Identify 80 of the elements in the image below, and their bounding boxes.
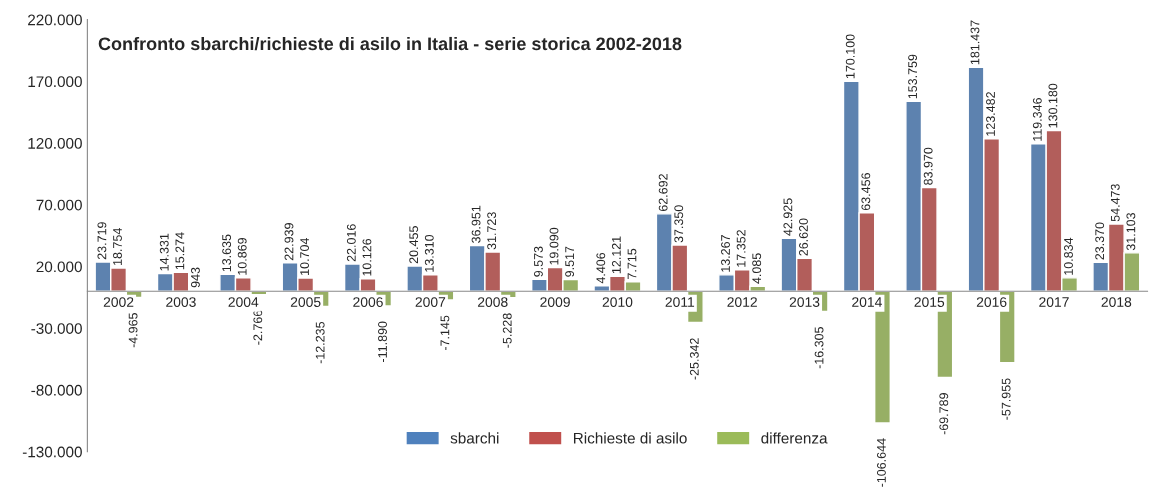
y-tick-label: 120.000 <box>28 137 82 149</box>
data-label: 13.310 <box>424 234 434 272</box>
x-tick-label: 2002 <box>103 297 134 307</box>
data-label: -12.235 <box>315 321 325 364</box>
data-label: 130.180 <box>1048 83 1058 128</box>
x-tick-label: 2018 <box>1101 297 1132 307</box>
data-label: -11.890 <box>378 321 387 362</box>
data-label: 7.715 <box>627 248 637 279</box>
legend-label: Richieste di asilo <box>573 432 687 444</box>
x-tick-label: 2015 <box>914 297 945 307</box>
data-label: 62.692 <box>658 174 668 212</box>
data-label: 12.121 <box>611 236 621 274</box>
legend-label: sbarchi <box>450 432 499 444</box>
data-label: 20.455 <box>409 226 419 264</box>
data-label: 26.620 <box>799 218 808 256</box>
data-label: -5.228 <box>502 313 512 348</box>
x-tick-label: 2006 <box>353 297 383 307</box>
data-label: -2.766 <box>253 310 263 345</box>
data-label: -106.644 <box>876 438 886 487</box>
data-label: 22.016 <box>346 224 356 262</box>
data-label: 10.869 <box>237 238 247 275</box>
data-label: 9.517 <box>565 246 575 277</box>
x-tick-label: 2011 <box>665 297 695 307</box>
data-label: 119.346 <box>1032 98 1042 141</box>
y-tick-label: -130.000 <box>22 446 82 458</box>
data-label: 4.406 <box>596 252 606 284</box>
data-label: 170.100 <box>845 34 855 79</box>
y-tick-label: 170.000 <box>28 76 82 88</box>
data-label: 10.704 <box>300 237 309 275</box>
data-label: 23.719 <box>97 222 107 260</box>
y-tick-label: -80.000 <box>31 384 82 396</box>
x-tick-label: 2014 <box>852 297 882 307</box>
data-label: 15.274 <box>175 232 185 270</box>
x-tick-label: 2007 <box>415 297 446 307</box>
text: Confronto sbarchi/richieste di asilo in Italia - serie storica 2002-2018 <box>98 36 682 51</box>
y-tick-label: 20.000 <box>36 261 82 273</box>
x-tick-label: 2008 <box>477 297 508 307</box>
x-tick-label: 2004 <box>228 297 259 307</box>
data-label: -4.965 <box>128 313 138 348</box>
data-label: 42.925 <box>783 198 793 236</box>
data-label: 9.573 <box>534 246 543 277</box>
data-label: -69.789 <box>939 393 949 435</box>
data-label: 14.331 <box>159 233 169 271</box>
data-label: 10.834 <box>1064 237 1073 275</box>
data-label: 943 <box>191 267 200 288</box>
x-tick-label: 2017 <box>1039 297 1069 307</box>
x-tick-label: 2013 <box>789 297 820 307</box>
data-label: 123.482 <box>986 92 995 136</box>
data-label: 19.090 <box>549 227 559 265</box>
data-label: 181.437 <box>970 20 980 65</box>
data-label: 54.473 <box>1110 184 1120 222</box>
data-label: 153.759 <box>908 54 918 99</box>
data-label: 83.970 <box>923 147 933 185</box>
data-label: 23.370 <box>1095 222 1105 260</box>
y-tick-label: 70.000 <box>36 199 82 211</box>
x-tick-label: 2016 <box>976 297 1007 307</box>
data-label: 18.754 <box>113 228 122 265</box>
data-label: 4.085 <box>752 253 762 284</box>
x-tick-label: 2009 <box>540 297 570 307</box>
data-label: 36.951 <box>471 205 481 243</box>
data-label: -25.342 <box>689 338 699 380</box>
data-label: 13.635 <box>222 234 232 272</box>
x-tick-label: 2003 <box>166 297 196 307</box>
x-tick-label: 2012 <box>727 297 757 307</box>
data-label: 10.126 <box>362 238 372 276</box>
x-tick-label: 2005 <box>290 297 321 307</box>
data-label: 13.267 <box>721 235 730 272</box>
data-label: 37.350 <box>674 205 684 243</box>
data-label: 31.723 <box>487 212 497 250</box>
y-tick-label: 220.000 <box>28 14 82 26</box>
data-label: 31.103 <box>1126 212 1136 251</box>
data-label: -16.305 <box>814 327 824 369</box>
y-tick-label: -30.000 <box>31 323 82 334</box>
data-label: 17.352 <box>736 230 746 267</box>
data-label: -57.955 <box>1001 378 1011 420</box>
data-label: 22.939 <box>284 223 294 261</box>
data-label: -7.145 <box>440 315 450 351</box>
legend-label: differenza <box>761 432 828 444</box>
data-label: 63.456 <box>861 173 871 211</box>
x-tick-label: 2010 <box>602 297 633 307</box>
